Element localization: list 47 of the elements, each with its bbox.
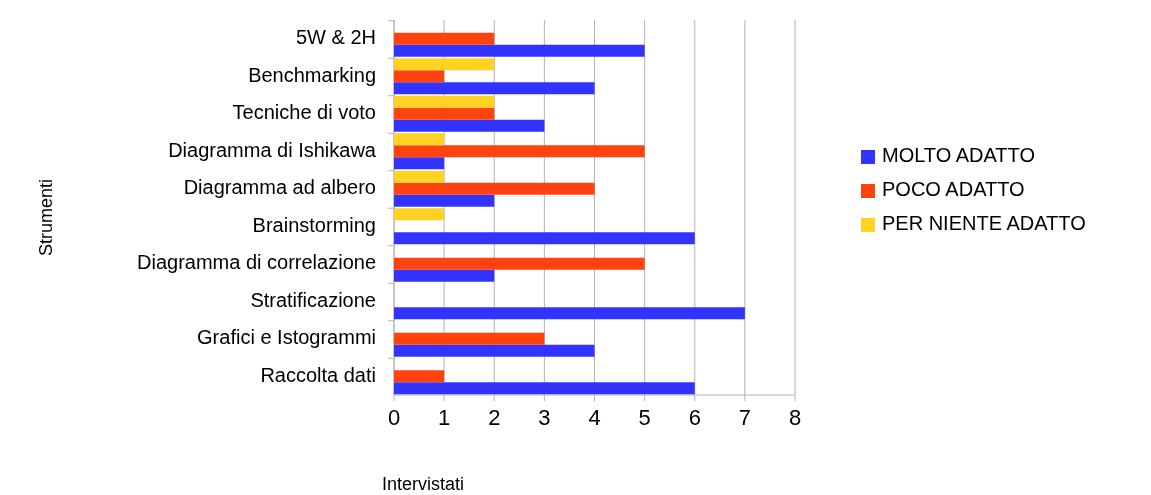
x-tick-label: 8: [788, 405, 802, 430]
bar: [394, 170, 445, 183]
bar: [394, 194, 495, 207]
x-tick-label: 5: [638, 405, 651, 430]
y-tick-label: Grafici e Istogrammi: [197, 326, 376, 349]
bar: [394, 382, 695, 395]
bar: [394, 44, 645, 57]
y-tick-label: 5W & 2H: [295, 26, 376, 49]
bar: [394, 119, 545, 132]
bar: [394, 344, 595, 357]
y-tick-label: Brainstorming: [252, 213, 376, 236]
bar: [394, 95, 495, 108]
y-tick-label: Benchmarking: [248, 63, 376, 86]
bar: [394, 257, 645, 270]
bar: [394, 107, 495, 120]
y-tick-label: Raccolta dati: [260, 363, 376, 386]
bar: [394, 70, 445, 83]
bar: [394, 182, 595, 195]
y-tick-label: Diagramma di correlazione: [137, 251, 376, 274]
y-axis-title: Strumenti: [36, 178, 56, 257]
legend-label: PER NIENTE ADATTO: [882, 212, 1086, 235]
y-tick-label: Tecniche di voto: [232, 101, 376, 124]
bar: [394, 133, 445, 146]
bar: [394, 32, 495, 45]
bar: [394, 332, 545, 345]
bar: [394, 157, 445, 170]
bar: [394, 58, 495, 71]
bar: [394, 208, 445, 221]
x-tick-label: 7: [738, 405, 751, 430]
bar: [394, 82, 595, 95]
legend-label: MOLTO ADATTO: [882, 144, 1035, 167]
x-axis-title: Intervistati: [382, 474, 465, 494]
x-tick-label: 4: [588, 405, 601, 430]
bar: [394, 232, 695, 245]
bar: [394, 145, 645, 158]
x-tick-label: 0: [387, 405, 401, 430]
bar: [394, 370, 445, 383]
x-tick-label: 3: [538, 405, 551, 430]
y-tick-label: Diagramma di Ishikawa: [168, 138, 377, 161]
legend-label: POCO ADATTO: [882, 178, 1025, 201]
y-tick-label: Stratificazione: [250, 288, 376, 311]
x-tick-label: 6: [688, 405, 701, 430]
x-tick-label: 1: [438, 405, 451, 430]
x-tick-label: 2: [488, 405, 501, 430]
y-tick-label: Diagramma ad albero: [183, 176, 376, 199]
bar: [394, 307, 745, 320]
bar: [394, 269, 495, 282]
